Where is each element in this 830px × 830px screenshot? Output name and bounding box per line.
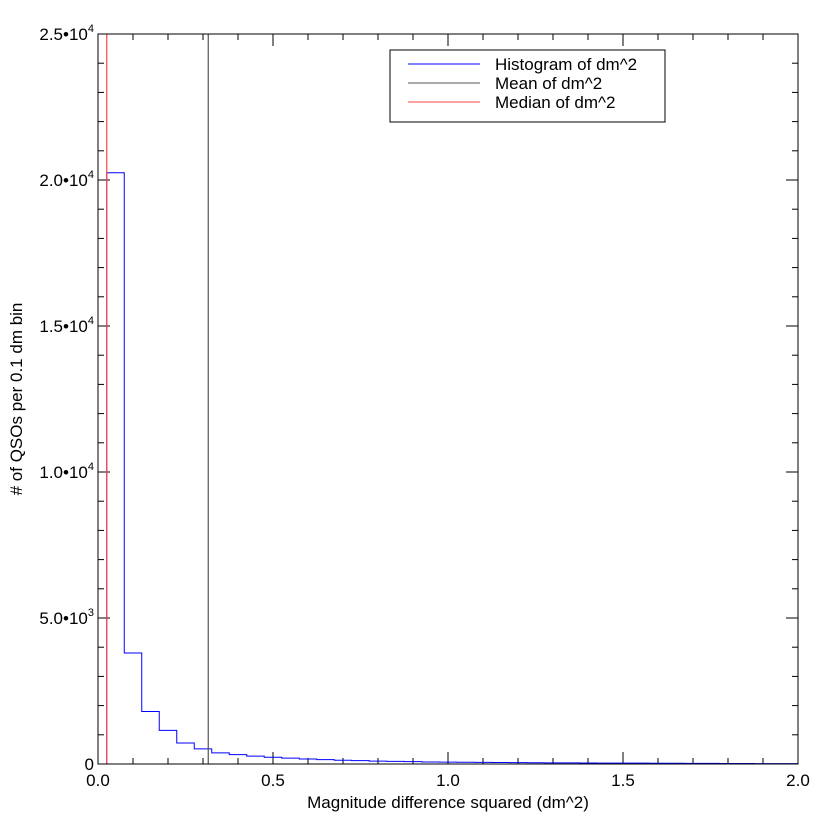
y-tick-label: 1.5•104 [39, 315, 94, 336]
y-tick-labels: 0 5.0•103 1.0•104 1.5•104 2.0•104 2.5•104 [39, 23, 94, 774]
x-tick-label: 1.5 [611, 771, 635, 790]
y-tick-label: 0 [85, 755, 94, 774]
legend-label: Histogram of dm^2 [495, 55, 637, 74]
x-tick-label: 2.0 [786, 771, 810, 790]
y-tick-label: 2.0•104 [39, 169, 94, 190]
legend-box [389, 49, 666, 123]
y-tick-label: 1.0•104 [39, 461, 94, 482]
major-ticks [97, 33, 799, 765]
plot-frame [97, 33, 799, 765]
x-tick-label: 0.0 [86, 771, 110, 790]
y-tick-label: 2.5•104 [39, 23, 94, 44]
legend-label: Median of dm^2 [495, 93, 615, 112]
y-tick-label: 5.0•103 [39, 607, 94, 628]
histogram-step [106, 172, 798, 765]
x-axis-title: Magnitude difference squared (dm^2) [307, 793, 589, 812]
x-tick-label: 0.5 [261, 771, 285, 790]
legend-label: Mean of dm^2 [495, 74, 602, 93]
minor-ticks [97, 33, 799, 765]
x-tick-label: 1.0 [436, 771, 460, 790]
y-axis-title: # of QSOs per 0.1 dm bin [7, 303, 26, 496]
series-layer [106, 34, 798, 765]
x-tick-labels: 0.0 0.5 1.0 1.5 2.0 [86, 771, 810, 790]
